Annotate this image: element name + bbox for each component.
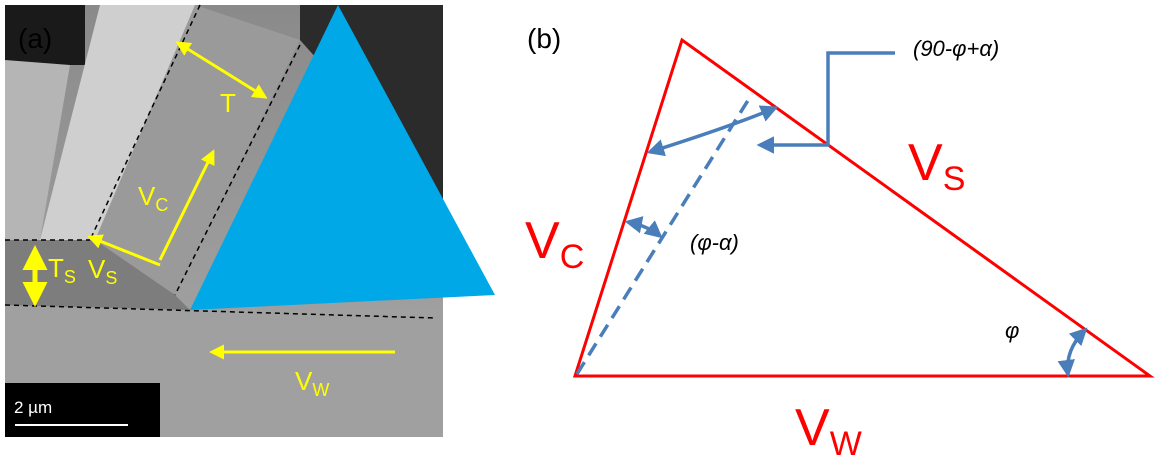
angle-label: φ: [1005, 318, 1019, 343]
panel-label: (b): [527, 23, 561, 54]
main: T: [48, 253, 64, 283]
label-t: T: [220, 88, 236, 118]
main: V: [295, 366, 313, 396]
velocity-triangle: [575, 40, 1150, 376]
sub: W: [312, 380, 329, 400]
sub: W: [830, 425, 862, 463]
angle-label: (90-φ+α): [913, 36, 999, 61]
sub: C: [560, 238, 585, 276]
sub: S: [105, 268, 117, 288]
main: V: [88, 254, 106, 284]
main: V: [525, 212, 560, 270]
sub: S: [943, 160, 966, 198]
label-vw: VW: [795, 399, 862, 463]
main: V: [908, 134, 943, 192]
main: V: [138, 181, 156, 211]
label-vs: VS: [908, 134, 965, 198]
panel-label: (a): [18, 23, 52, 54]
scale-bar: 2 µm: [14, 398, 52, 417]
figure: (a) T VC VS TS VW 2 µm (b) (90-φ+α) (φ-α…: [0, 0, 1155, 465]
sub: C: [155, 195, 168, 215]
angle-label: (φ-α): [690, 230, 739, 255]
main: V: [795, 399, 830, 457]
sub: S: [64, 267, 76, 287]
label-vc: VC: [525, 212, 584, 276]
